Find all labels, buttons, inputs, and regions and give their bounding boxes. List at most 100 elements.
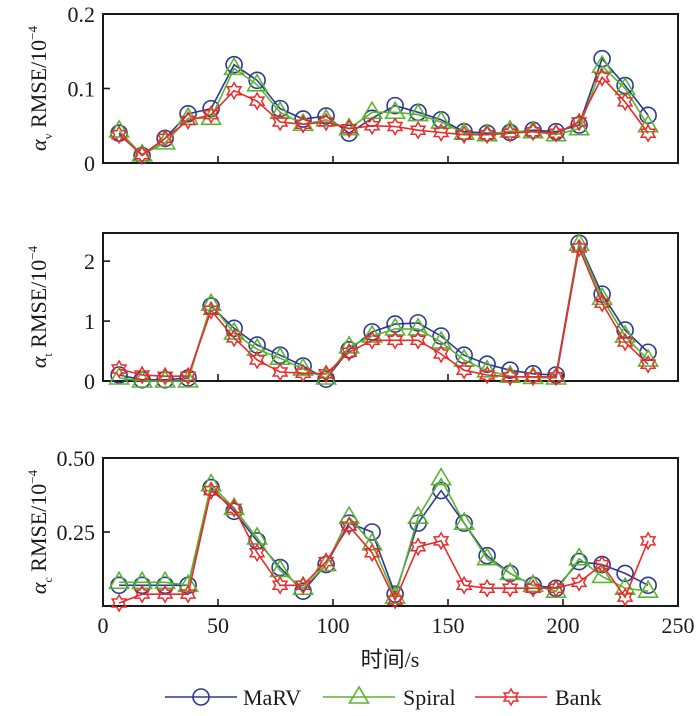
data-point: [363, 116, 381, 136]
data-point: [156, 366, 174, 386]
data-point: [524, 367, 542, 387]
data-point: [384, 317, 407, 336]
y-axis-label-text: RMSE/10: [26, 484, 51, 578]
data-point: [455, 360, 473, 380]
series-spiral: [108, 54, 660, 162]
x-tick-label: 200: [547, 613, 580, 638]
series-line: [118, 489, 649, 604]
x-axis-label: 时间/s: [361, 647, 420, 672]
legend-label: Spiral: [403, 685, 456, 710]
data-point: [363, 523, 381, 541]
y-tick-label: 0.50: [57, 446, 96, 471]
series-line: [118, 245, 649, 378]
data-point: [248, 91, 266, 111]
data-point: [133, 584, 151, 604]
y-axis-label-exponent: −4: [25, 469, 40, 483]
data-point: [570, 112, 588, 132]
data-point: [639, 123, 657, 143]
series-line: [118, 75, 649, 156]
y-axis-label-subscript: v: [41, 133, 55, 139]
data-point: [154, 570, 177, 590]
series-line: [118, 57, 649, 157]
data-point: [340, 119, 358, 139]
data-point: [501, 367, 519, 387]
data-point: [432, 122, 450, 142]
data-point: [476, 359, 499, 378]
data-point: [591, 564, 614, 584]
data-point: [271, 575, 289, 595]
data-point: [108, 366, 131, 385]
data-point: [524, 576, 542, 595]
y-axis-label: αc RMSE/10−4: [25, 469, 55, 594]
y-axis-label-exponent: −4: [25, 245, 40, 259]
data-point: [570, 572, 588, 592]
data-point: [271, 362, 289, 382]
data-point: [524, 578, 542, 598]
data-point: [386, 330, 404, 350]
legend: MaRV Spiral Bank: [165, 685, 601, 710]
data-point: [637, 579, 660, 599]
data-point: [616, 564, 634, 583]
data-point: [292, 357, 315, 376]
series-line: [118, 241, 649, 382]
data-point: [269, 100, 292, 120]
data-point: [430, 467, 453, 486]
data-point: [616, 332, 634, 352]
data-point: [177, 369, 200, 388]
data-point: [225, 55, 243, 74]
data-point: [639, 354, 657, 374]
data-point: [386, 96, 404, 115]
legend-label: Bank: [555, 685, 601, 710]
x-tick-label: 0: [98, 613, 109, 638]
data-point: [248, 350, 266, 370]
legend-label: MaRV: [243, 685, 301, 710]
legend-item-spiral: Spiral: [323, 685, 456, 710]
data-point: [294, 114, 312, 134]
data-point: [110, 125, 128, 145]
data-point: [637, 348, 660, 367]
y-tick-label: 0: [84, 151, 95, 176]
panel-2: 0 1 2 αt RMSE/10−4: [25, 232, 679, 394]
data-point: [340, 516, 358, 536]
data-point: [317, 555, 335, 574]
data-point: [223, 496, 246, 516]
data-point: [524, 122, 542, 142]
data-point: [478, 578, 496, 598]
data-point: [156, 584, 174, 604]
data-point: [501, 361, 519, 380]
data-point: [639, 576, 657, 595]
data-point: [131, 143, 154, 162]
data-point: [593, 555, 611, 575]
data-point: [568, 547, 591, 566]
data-point: [294, 110, 312, 128]
data-point: [453, 348, 476, 367]
data-point: [639, 106, 657, 125]
data-point: [363, 330, 381, 350]
data-point: [432, 531, 450, 551]
data-point: [202, 481, 220, 501]
data-point: [294, 363, 312, 383]
data-point: [179, 105, 197, 123]
data-point: [317, 112, 335, 132]
y-axis-label-symbol: α: [26, 356, 51, 368]
series-bank: [110, 238, 657, 387]
data-point: [476, 547, 499, 566]
data-point: [156, 128, 174, 148]
data-point: [131, 570, 154, 590]
data-point: [639, 531, 657, 551]
series-line: [119, 477, 649, 600]
y-tick-label: 1: [84, 309, 95, 334]
data-point: [453, 511, 476, 530]
data-point: [179, 366, 197, 386]
data-point: [294, 575, 312, 595]
data-point: [591, 54, 614, 73]
data-point: [455, 575, 473, 595]
data-point: [409, 120, 427, 140]
data-point: [223, 56, 246, 76]
data-point: [225, 328, 243, 348]
data-point: [547, 367, 565, 387]
y-axis-label-subscript: t: [41, 353, 55, 357]
data-point: [501, 123, 519, 143]
y-axis-label-exponent: −4: [25, 26, 40, 40]
y-tick-label: 0: [84, 369, 95, 394]
